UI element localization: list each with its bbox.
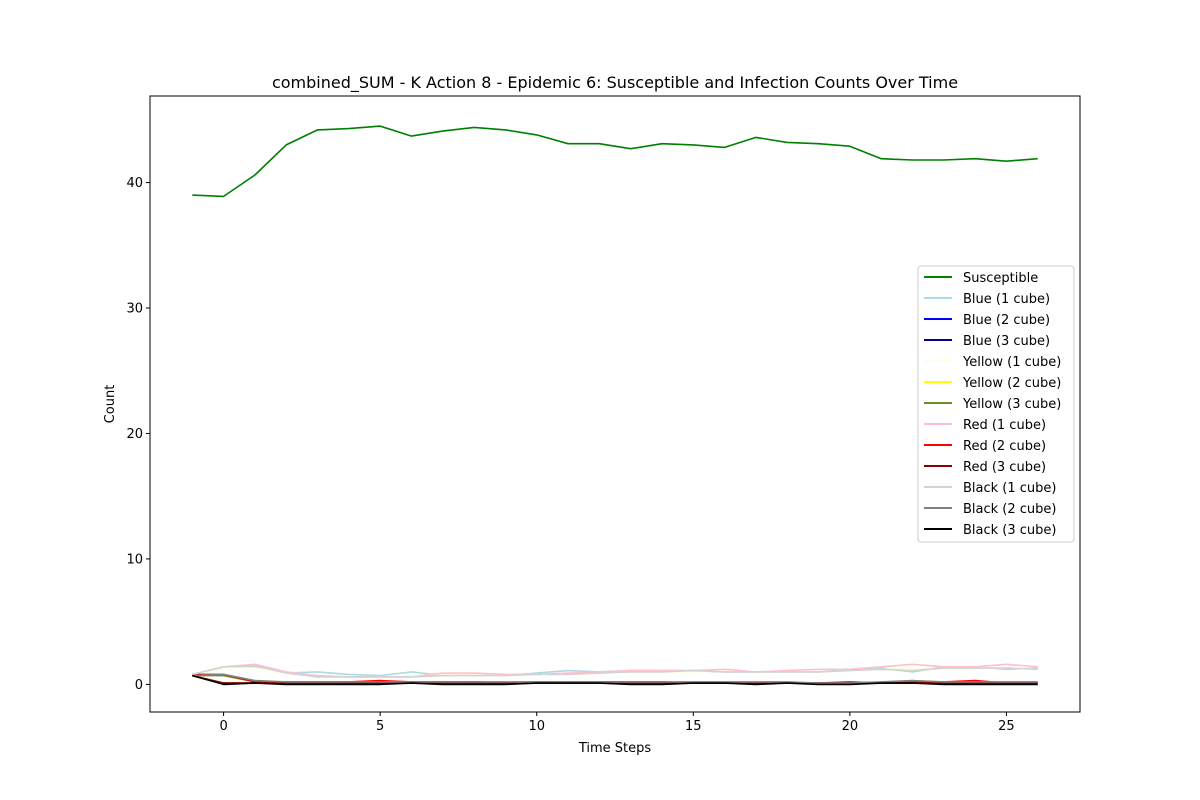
legend-label-blue-2-cube: Blue (2 cube) xyxy=(963,313,1050,328)
x-tick-label: 0 xyxy=(219,719,227,734)
legend-label-susceptible: Susceptible xyxy=(963,271,1038,286)
legend-label-yellow-1-cube: Yellow (1 cube) xyxy=(962,355,1061,370)
series-line-susceptible xyxy=(192,125,1038,198)
y-axis-label: Count xyxy=(103,385,118,424)
legend-label-black-2-cube: Black (2 cube) xyxy=(963,502,1057,517)
y-tick-label: 10 xyxy=(126,552,143,567)
x-tick-label: 25 xyxy=(998,719,1015,734)
x-tick-label: 5 xyxy=(376,719,384,734)
x-axis-label: Time Steps xyxy=(578,741,652,756)
legend-label-red-3-cube: Red (3 cube) xyxy=(963,460,1046,475)
legend-label-red-2-cube: Red (2 cube) xyxy=(963,439,1046,454)
y-tick-label: 20 xyxy=(126,427,143,442)
legend-label-black-1-cube: Black (1 cube) xyxy=(963,481,1057,496)
series-line-black-3-cube xyxy=(192,674,1038,686)
y-axis: 0 10 20 30 40 xyxy=(126,176,150,693)
legend-box xyxy=(917,265,1075,543)
x-tick-label: 15 xyxy=(685,719,702,734)
legend-label-black-3-cube: Black (3 cube) xyxy=(963,523,1057,538)
series-line-black-1-cube xyxy=(192,664,1038,678)
x-tick-label: 10 xyxy=(528,719,545,734)
series-layer xyxy=(192,125,1038,686)
plot-frame xyxy=(149,95,1081,713)
legend: Susceptible Blue (1 cube) Blue (2 cube) Blu… xyxy=(917,265,1075,543)
y-tick-label: 0 xyxy=(135,678,143,693)
legend-label-yellow-2-cube: Yellow (2 cube) xyxy=(962,376,1061,391)
y-tick-label: 40 xyxy=(126,176,143,191)
x-tick-label: 20 xyxy=(842,719,859,734)
chart-title: combined_SUM - K Action 8 - Epidemic 6: … xyxy=(272,73,958,93)
legend-label-blue-1-cube: Blue (1 cube) xyxy=(963,292,1050,307)
y-tick-label: 30 xyxy=(126,302,143,317)
legend-label-blue-3-cube: Blue (3 cube) xyxy=(963,334,1050,349)
legend-label-red-1-cube: Red (1 cube) xyxy=(963,418,1046,433)
x-axis: 0 5 10 15 20 25 xyxy=(219,712,1015,734)
series-line-black-2-cube xyxy=(192,673,1038,684)
legend-label-yellow-3-cube: Yellow (3 cube) xyxy=(962,397,1061,412)
